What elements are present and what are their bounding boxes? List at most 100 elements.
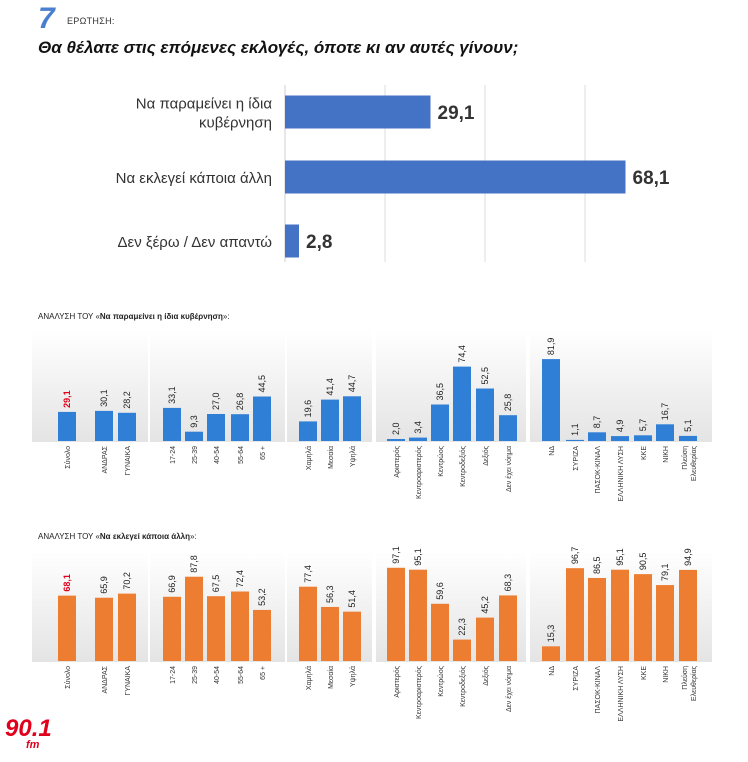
blue-category-label-5-0: ΝΔ <box>549 446 556 456</box>
orange-category-label-5-6-1: Ελευθερίας <box>690 665 698 701</box>
orange-value-label-5-3: 95,1 <box>615 548 625 566</box>
orange-category-label-5-5: ΝΙΚΗ <box>663 666 670 683</box>
blue-category-label-4-1: Κεντροαριστερός <box>415 445 423 499</box>
orange-bar-5-5 <box>656 585 674 661</box>
orange-value-label-2-4: 53,2 <box>257 588 267 606</box>
blue-category-label-2-3: 55-64 <box>238 446 245 464</box>
blue-bar-4-5 <box>499 415 517 441</box>
orange-category-label-4-1: Κεντροαριστερός <box>415 665 423 719</box>
blue-value-label-4-1: 3,4 <box>413 421 423 434</box>
blue-value-label-4-0: 2,0 <box>391 422 401 435</box>
orange-value-label-5-6: 94,9 <box>683 548 693 566</box>
orange-category-label-4-4: Δεξιός <box>482 665 490 685</box>
blue-value-label-4-4: 52,5 <box>480 367 490 385</box>
orange-value-label-2-2: 67,5 <box>211 575 221 593</box>
orange-bar-0-0 <box>58 595 76 661</box>
blue-value-label-4-5: 25,8 <box>503 394 513 412</box>
orange-value-label-4-0: 97,1 <box>391 546 401 564</box>
blue-bar-4-4 <box>476 388 494 441</box>
blue-value-label-5-4: 5,7 <box>638 419 648 432</box>
main-value-label-0: 29,1 <box>438 103 475 124</box>
blue-category-label-2-4: 65 + <box>260 446 267 460</box>
orange-bar-2-0 <box>163 596 181 661</box>
logo-graphic: 90.1 fm <box>5 715 52 751</box>
blue-value-label-4-3: 74,4 <box>457 345 467 363</box>
orange-bar-2-4 <box>253 609 271 661</box>
orange-bar-2-3 <box>231 591 249 661</box>
blue-bar-2-2 <box>207 414 225 441</box>
orange-section-label: ΑΝΑΛΥΣΗ ΤΟΥ «Να εκλεγεί κάποια άλλη»: <box>38 532 197 541</box>
orange-category-label-5-3: ΕΛΛΗΝΙΚΗ ΛΥΣΗ <box>618 666 625 722</box>
orange-category-label-4-2: Κεντρώος <box>437 665 445 696</box>
blue-bar-5-0 <box>542 359 560 441</box>
blue-section-label: ΑΝΑΛΥΣΗ ΤΟΥ «Να παραμείνει η ίδια κυβέρν… <box>38 312 230 321</box>
blue-bar-2-4 <box>253 396 271 441</box>
orange-value-label-5-5: 79,1 <box>660 564 670 582</box>
blue-bar-5-6 <box>679 435 697 441</box>
main-bar-1 <box>285 160 626 194</box>
orange-value-label-1-0: 65,9 <box>99 576 109 594</box>
blue-value-label-2-3: 26,8 <box>235 393 245 411</box>
blue-value-label-3-0: 19,6 <box>303 400 313 418</box>
orange-value-label-4-3: 22,3 <box>457 618 467 636</box>
blue-bar-5-3 <box>611 436 629 441</box>
orange-category-label-4-0: Αριστερός <box>393 665 401 697</box>
orange-bar-5-4 <box>634 574 652 661</box>
blue-category-label-1-1: ΓΥΝΑΙΚΑ <box>125 446 132 476</box>
blue-category-label-3-0: Χαμηλά <box>305 446 313 470</box>
orange-value-label-3-2: 51,4 <box>347 590 357 608</box>
blue-bar-1-1 <box>118 412 136 441</box>
orange-bar-5-2 <box>588 577 606 661</box>
blue-bar-2-1 <box>185 431 203 441</box>
orange-bar-3-0 <box>299 586 317 661</box>
orange-category-label-3-0: Χαμηλά <box>305 666 313 690</box>
blue-value-label-3-2: 44,7 <box>347 375 357 393</box>
orange-bar-5-1 <box>566 568 584 661</box>
blue-bar-4-0 <box>387 439 405 441</box>
logo-sub-text: fm <box>26 739 40 751</box>
blue-value-label-5-5: 16,7 <box>660 403 670 421</box>
orange-value-label-2-3: 72,4 <box>235 570 245 588</box>
orange-category-label-5-2: ΠΑΣΟΚ-ΚΙΝΑΛ <box>595 666 602 714</box>
orange-category-label-1-1: ΓΥΝΑΙΚΑ <box>125 666 132 696</box>
main-value-label-2: 2,8 <box>306 232 332 253</box>
blue-bar-0-0 <box>58 411 76 441</box>
orange-bar-3-2 <box>343 611 361 661</box>
blue-bar-3-2 <box>343 396 361 441</box>
main-bar-2 <box>285 224 299 258</box>
blue-panel-1 <box>80 330 148 442</box>
blue-value-label-2-2: 27,0 <box>211 392 221 410</box>
blue-section-name: Να παραμείνει η ίδια κυβέρνηση <box>99 312 223 321</box>
orange-value-label-5-4: 90,5 <box>638 553 648 571</box>
blue-value-label-0-0: 29,1 <box>62 390 72 408</box>
orange-category-label-2-3: 55-64 <box>238 666 245 684</box>
orange-section-prefix: ΑΝΑΛΥΣΗ ΤΟΥ « <box>38 532 100 541</box>
blue-section-prefix: ΑΝΑΛΥΣΗ ΤΟΥ « <box>38 312 100 321</box>
blue-category-label-4-0: Αριστερός <box>393 445 401 477</box>
orange-bar-4-5 <box>499 595 517 661</box>
blue-category-label-5-2: ΠΑΣΟΚ-ΚΙΝΑΛ <box>595 446 602 494</box>
orange-category-label-4-3: Κεντροδεξιός <box>459 665 467 707</box>
blue-value-label-1-0: 30,1 <box>99 389 109 407</box>
orange-bar-5-0 <box>542 646 560 661</box>
orange-bar-4-1 <box>409 569 427 661</box>
orange-category-label-2-2: 40-54 <box>214 666 221 684</box>
orange-value-label-5-2: 86,5 <box>592 556 602 574</box>
blue-value-label-5-0: 81,9 <box>546 338 556 356</box>
blue-value-label-3-1: 41,4 <box>325 378 335 396</box>
orange-value-label-3-0: 77,4 <box>303 565 313 583</box>
blue-value-label-2-0: 33,1 <box>167 386 177 404</box>
orange-bar-2-2 <box>207 596 225 661</box>
orange-value-label-4-1: 95,1 <box>413 548 423 566</box>
orange-category-label-2-4: 65 + <box>260 666 267 680</box>
question-label: ΕΡΩΤΗΣΗ: <box>67 16 115 26</box>
question-title: Θα θέλατε στις επόμενες εκλογές, όποτε κ… <box>38 38 519 57</box>
blue-value-label-2-1: 9,3 <box>189 415 199 428</box>
orange-value-label-4-5: 68,3 <box>503 574 513 592</box>
blue-value-label-5-2: 8,7 <box>592 416 602 429</box>
orange-bar-5-3 <box>611 569 629 661</box>
orange-value-label-3-1: 56,3 <box>325 585 335 603</box>
orange-panel-1 <box>80 552 148 662</box>
orange-category-label-4-5: Δεν έχει νόημα <box>505 666 513 712</box>
